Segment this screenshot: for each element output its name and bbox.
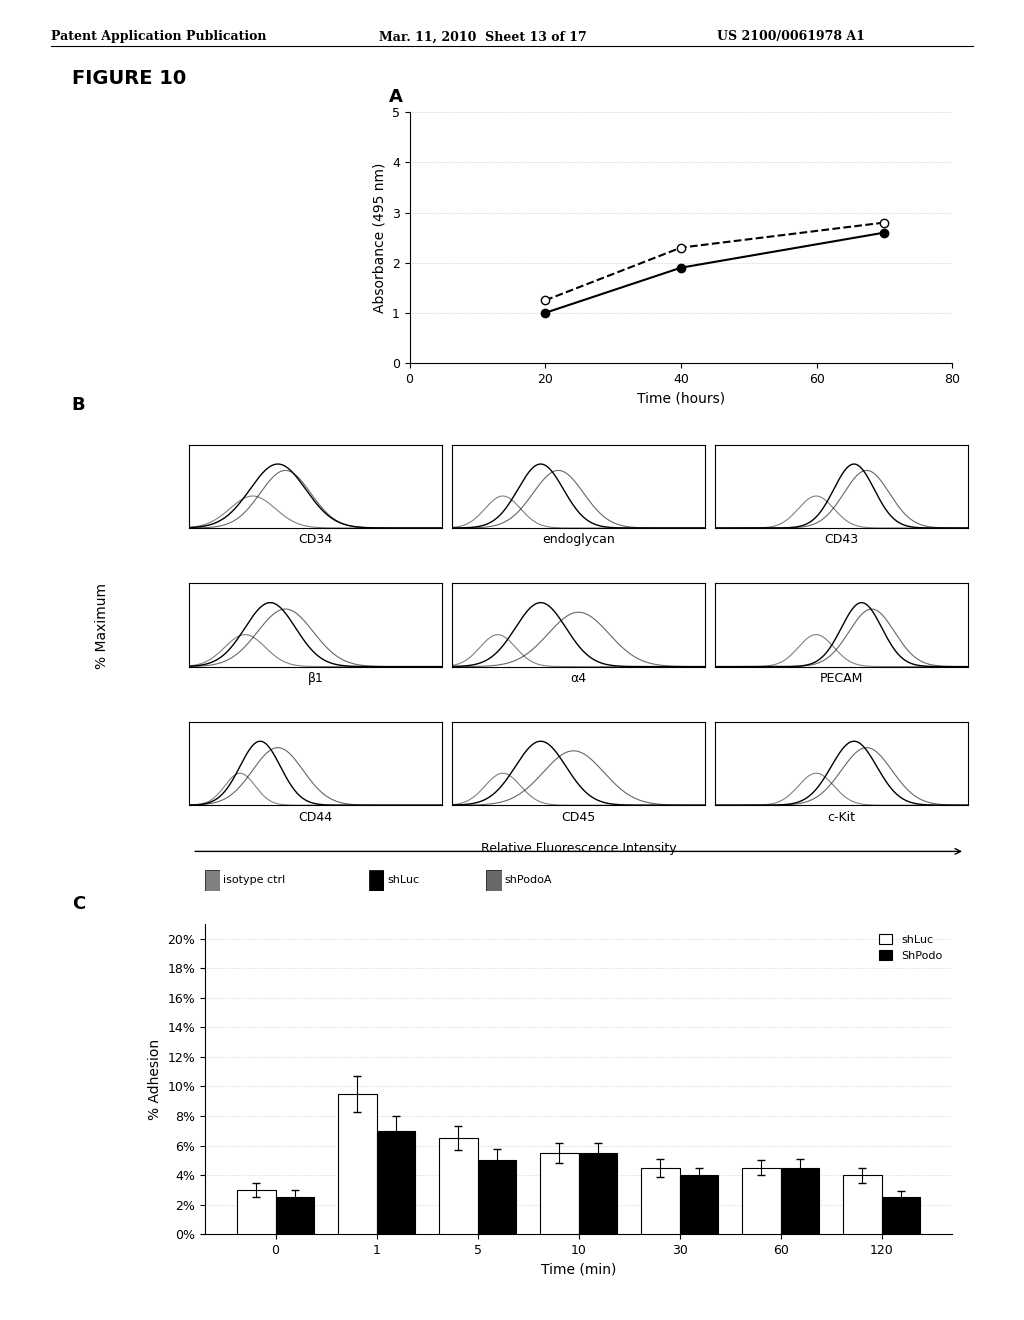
Bar [780, 1168, 819, 1234]
Bar [338, 1094, 377, 1234]
Bar [377, 1131, 415, 1234]
Bar [275, 1197, 314, 1234]
Bar [882, 1197, 920, 1234]
Text: % Maximum: % Maximum [95, 583, 110, 669]
Text: β1: β1 [308, 672, 324, 685]
Text: US 2100/0061978 A1: US 2100/0061978 A1 [717, 30, 864, 44]
Text: CD45: CD45 [561, 810, 596, 824]
Text: A: A [389, 88, 403, 107]
Text: CD44: CD44 [299, 810, 333, 824]
Bar [477, 1160, 516, 1234]
Bar [742, 1168, 780, 1234]
Bar [641, 1168, 680, 1234]
Text: C: C [72, 895, 85, 913]
Text: c-Kit: c-Kit [827, 810, 855, 824]
X-axis label: Time (hours): Time (hours) [637, 391, 725, 405]
Bar [541, 1152, 579, 1234]
Text: B: B [72, 396, 85, 414]
Text: Mar. 11, 2010  Sheet 13 of 17: Mar. 11, 2010 Sheet 13 of 17 [379, 30, 587, 44]
Text: shPodoA: shPodoA [505, 875, 552, 886]
Text: FIGURE 10: FIGURE 10 [72, 69, 186, 87]
Bar [439, 1138, 477, 1234]
Y-axis label: Absorbance (495 nm): Absorbance (495 nm) [373, 162, 386, 313]
Text: shLuc: shLuc [387, 875, 419, 886]
Text: Relative Fluorescence Intensity: Relative Fluorescence Intensity [480, 842, 677, 855]
Y-axis label: % Adhesion: % Adhesion [147, 1039, 162, 1119]
Text: CD43: CD43 [824, 533, 858, 546]
Text: isotype ctrl: isotype ctrl [223, 875, 286, 886]
Bar [579, 1152, 616, 1234]
Bar [238, 1189, 275, 1234]
Text: Patent Application Publication: Patent Application Publication [51, 30, 266, 44]
X-axis label: Time (min): Time (min) [541, 1262, 616, 1276]
Legend: shLuc, ShPodo: shLuc, ShPodo [874, 929, 947, 965]
Bar [843, 1175, 882, 1234]
Text: α4: α4 [570, 672, 587, 685]
Bar [680, 1175, 718, 1234]
Text: PECAM: PECAM [819, 672, 863, 685]
Text: endoglycan: endoglycan [542, 533, 615, 546]
Text: CD34: CD34 [299, 533, 333, 546]
